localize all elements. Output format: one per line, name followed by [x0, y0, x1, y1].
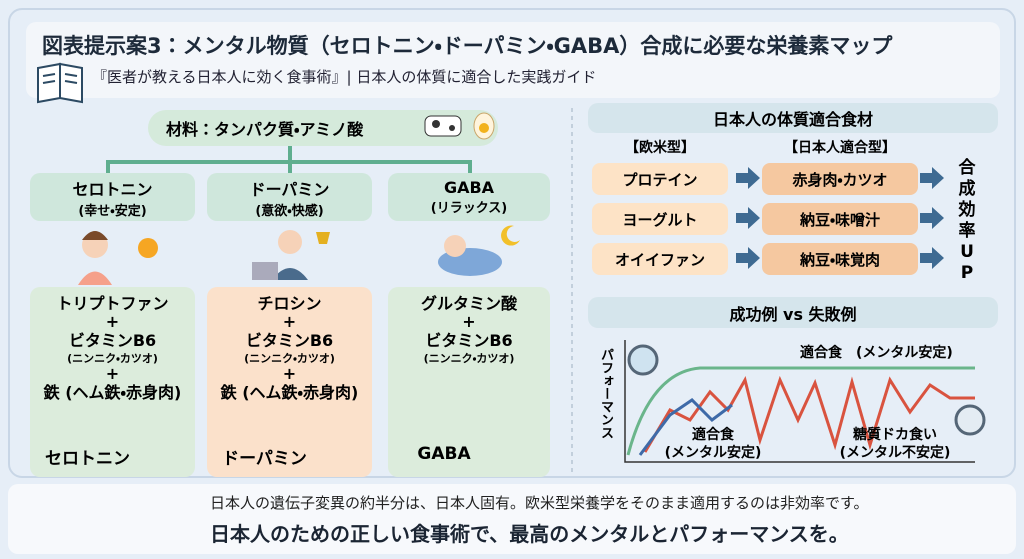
- pathway-header: セロトニン (幸せ・安定): [30, 173, 195, 221]
- japanese-food: 納豆・味覚肉: [762, 243, 918, 275]
- pathway-line: 鉄 (ヘム鉄・赤身肉): [43, 383, 182, 402]
- header-box: [26, 22, 1000, 98]
- pathway-line: ビタミンB6: [245, 331, 334, 350]
- japanese-food: 納豆・味噌汁: [762, 203, 918, 235]
- pathway-line: グルタミン酸: [420, 294, 517, 313]
- pathway-box: トリプトファン + ビタミンB6 (ニンニク・カツオ) + 鉄 (ヘム鉄・赤身肉): [30, 287, 195, 477]
- pathway-line: +: [282, 364, 297, 383]
- pathway-box: グルタミン酸 + ビタミンB6 (ニンニク・カツオ): [388, 287, 550, 477]
- comparison-label: 糖質ドカ食い: [853, 427, 937, 443]
- connectors: [106, 146, 472, 174]
- subtitle: 『医者が教える日本人に効く食事術』| 日本人の体質に適合した実践ガイド: [92, 68, 597, 86]
- frame: [8, 8, 1016, 478]
- western-food: ヨーグルト: [592, 203, 728, 235]
- pathway-result: ドーパミン: [222, 449, 307, 469]
- japanese-food: 赤身肉・カツオ: [762, 163, 918, 195]
- pathway-result: セロトニン: [45, 449, 130, 469]
- comparison-label: 適合食: [692, 427, 734, 443]
- pathway-line: +: [282, 312, 297, 331]
- cow-egg-icon: [424, 112, 495, 140]
- pathway-line: ビタミンB6: [68, 331, 157, 350]
- pathway-line: (ニンニク・カツオ): [67, 352, 158, 365]
- pathway-box: チロシン + ビタミンB6 (ニンニク・カツオ) + 鉄 (ヘム鉄・赤身肉): [207, 287, 372, 477]
- person-icons: [78, 225, 520, 285]
- pathway-effect: (意欲・快感): [255, 203, 324, 219]
- western-header: 【欧米型】: [625, 140, 695, 156]
- pathway-line: ビタミンB6: [425, 331, 513, 350]
- comparison-label: (メンタル不安定): [839, 445, 951, 461]
- western-food: プロテイン: [592, 163, 728, 195]
- pathway-effect: (リラックス): [430, 201, 508, 216]
- japanese-header: 【日本人適合型】: [784, 140, 896, 156]
- pathway-name: ドーパミン: [249, 179, 330, 199]
- western-food: オイイファン: [592, 243, 728, 275]
- book-icon: [37, 62, 83, 104]
- pathway-line: +: [105, 312, 120, 331]
- footer-line1: 日本人の遺伝子変異の約半分は、日本人固有。欧米型栄養学をそのまま適用するのは非効…: [210, 494, 869, 512]
- pathway-result: GABA: [417, 444, 471, 464]
- pathway-line: トリプトファン: [56, 294, 169, 313]
- comparison-label: (メンタル安定): [664, 445, 762, 461]
- comparison-title: 成功例 vs 失敗例: [588, 297, 998, 328]
- y-label: パフォーマンス: [598, 348, 613, 439]
- pathway-line: 鉄 (ヘム鉄・赤身肉): [220, 383, 359, 402]
- foods-title: 日本人の体質適合食材: [588, 103, 998, 133]
- pathway-line: +: [105, 364, 120, 383]
- pathway-line: +: [462, 312, 476, 331]
- pathway-line: (ニンニク・カツオ): [423, 352, 515, 365]
- footer-box: [8, 484, 1016, 554]
- food-arrows: [736, 167, 944, 269]
- pathway-name: GABA: [443, 178, 495, 197]
- pathway-line: チロシン: [257, 294, 322, 313]
- foods-result: 合成効率UP: [958, 158, 976, 283]
- pathway-header: ドーパミン (意欲・快感): [207, 173, 372, 221]
- pathway-line: (ニンニク・カツオ): [244, 352, 335, 365]
- pathway-name: セロトニン: [72, 179, 153, 199]
- title: 図表提示案3：メンタル物質（セロトニン・ドーパミン・GABA）合成に必要な栄養素…: [42, 34, 893, 58]
- pathway-header: GABA (リラックス): [388, 173, 550, 221]
- success-label: 適合食 (メンタル安定): [800, 345, 953, 361]
- pathway-effect: (幸せ・安定): [78, 203, 147, 219]
- comparison-lines: [624, 340, 986, 463]
- footer-line2: 日本人のための正しい食事術で、最高のメンタルとパフォーマンスを。: [210, 522, 849, 546]
